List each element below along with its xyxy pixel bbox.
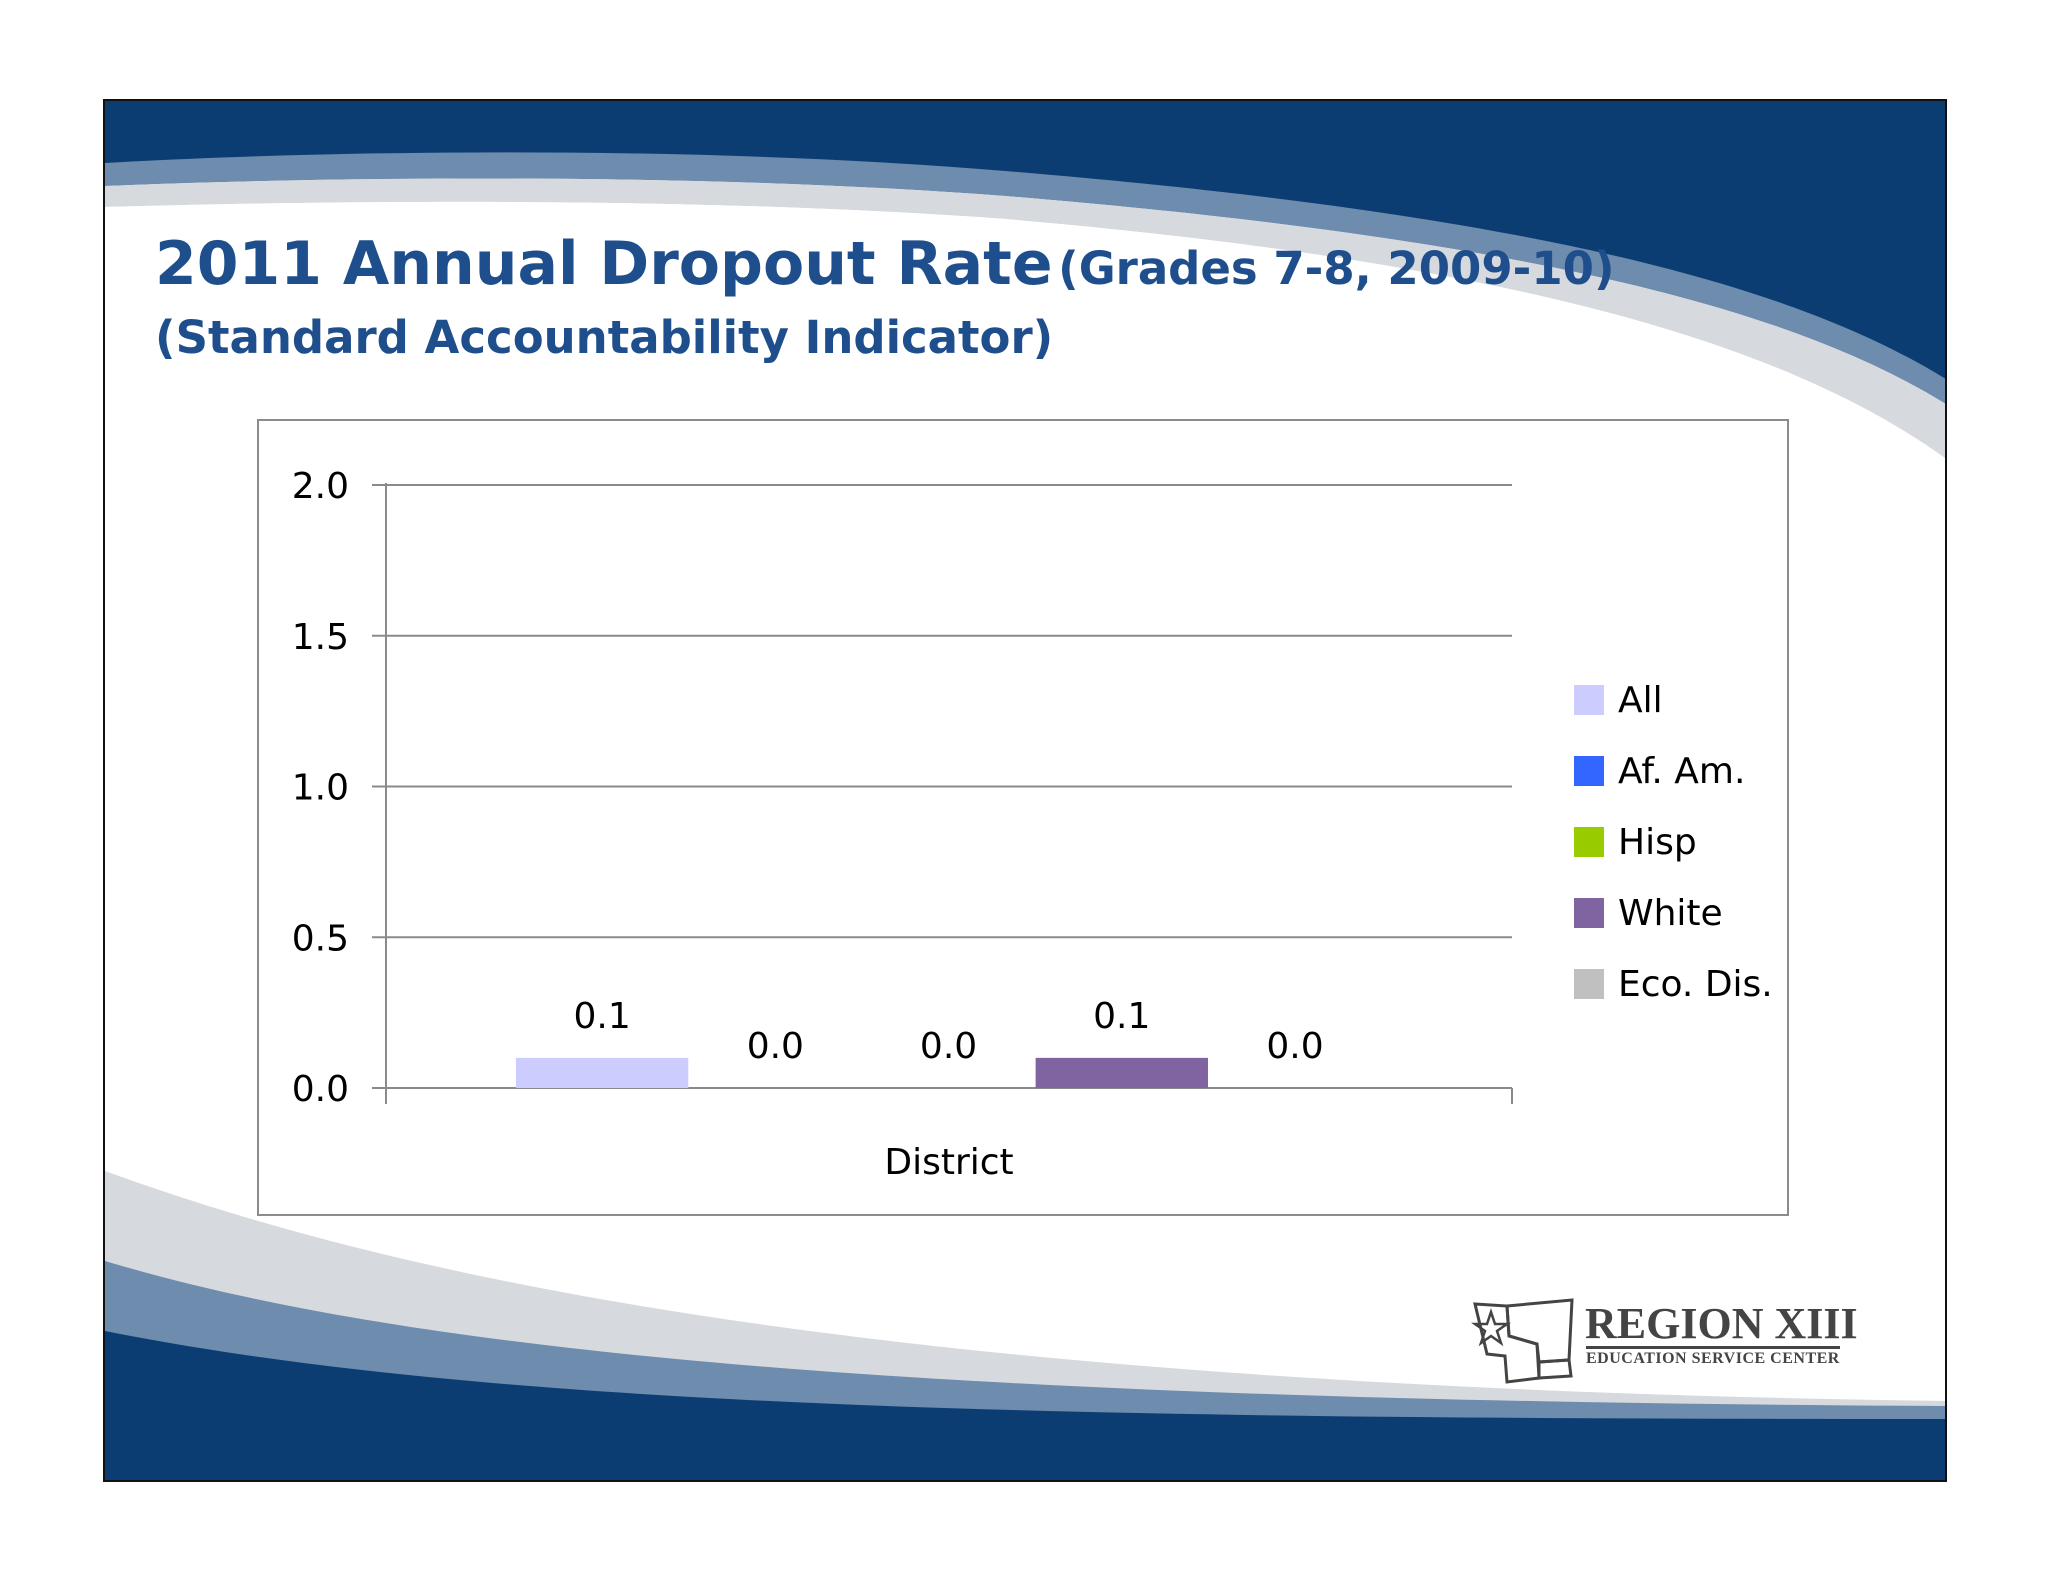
legend-label: All — [1618, 680, 1663, 721]
y-tick-label: 0.0 — [292, 1069, 349, 1110]
slide-title: 2011 Annual Dropout Rate (Grades 7-8, 20… — [155, 229, 1615, 299]
y-tick-label: 2.0 — [292, 466, 349, 507]
legend-swatch — [1574, 827, 1604, 857]
bar-all — [515, 1057, 689, 1088]
legend-label: White — [1618, 893, 1723, 934]
logo-tagline: EDUCATION SERVICE CENTER — [1586, 1346, 1840, 1368]
y-tick-label: 1.5 — [292, 617, 349, 658]
title-grades: (Grades 7-8, 2009-10) — [1058, 242, 1615, 295]
data-label: 0.0 — [1266, 1026, 1323, 1067]
data-label: 0.1 — [573, 996, 630, 1037]
legend-label: Hisp — [1618, 822, 1697, 863]
logo-title: REGION XIII — [1585, 1299, 1858, 1348]
bar-white — [1035, 1057, 1208, 1088]
slide-subtitle: (Standard Accountability Indicator) — [155, 311, 1054, 364]
slide: 2011 Annual Dropout Rate (Grades 7-8, 20… — [103, 99, 1947, 1482]
x-category-label: District — [884, 1142, 1013, 1183]
legend-label: Eco. Dis. — [1618, 964, 1773, 1005]
legend-swatch — [1574, 756, 1604, 786]
data-label: 0.0 — [747, 1026, 804, 1067]
legend-swatch — [1574, 969, 1604, 999]
region-xiii-logo: REGION XIII EDUCATION SERVICE CENTER — [1467, 1296, 1887, 1386]
slide-background-swoosh — [105, 101, 1945, 1480]
title-main: 2011 Annual Dropout Rate — [155, 229, 1053, 299]
bar-chart: 0.0 0.5 1.0 1.5 2.0 0.1 0.0 0.0 0.1 0.0 District — [292, 466, 1513, 1183]
y-tick-label: 1.0 — [292, 768, 349, 809]
texas-map-icon — [1471, 1298, 1574, 1384]
data-label: 0.0 — [920, 1026, 977, 1067]
legend-swatch — [1574, 898, 1604, 928]
legend-swatch — [1574, 685, 1604, 715]
data-label: 0.1 — [1093, 996, 1150, 1037]
legend-label: Af. Am. — [1618, 751, 1746, 792]
y-tick-label: 0.5 — [292, 918, 349, 959]
chart-container: 0.0 0.5 1.0 1.5 2.0 0.1 0.0 0.0 0.1 0.0 District A… — [257, 419, 1789, 1216]
